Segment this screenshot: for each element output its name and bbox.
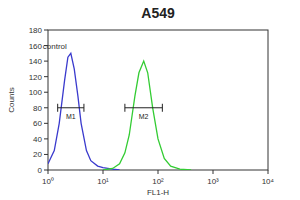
y-tick-label: 140 bbox=[29, 57, 43, 66]
gate-bar bbox=[125, 107, 162, 108]
y-tick-label: 120 bbox=[29, 73, 43, 82]
x-tick-label: 10² bbox=[152, 177, 164, 186]
x-tick-label: 10¹ bbox=[97, 177, 109, 186]
y-tick-label: 0 bbox=[38, 166, 43, 175]
x-tick bbox=[48, 170, 49, 174]
x-tick-label: 10⁰ bbox=[42, 177, 54, 186]
x-tick bbox=[158, 170, 159, 174]
gate-end bbox=[124, 104, 125, 112]
y-tick-label: 180 bbox=[29, 26, 43, 35]
series-line bbox=[48, 53, 120, 170]
gate-label: M2 bbox=[139, 113, 149, 120]
y-tick-label: 100 bbox=[29, 88, 43, 97]
x-tick bbox=[103, 170, 104, 174]
x-tick-label: 10⁴ bbox=[262, 177, 275, 186]
y-tick bbox=[44, 30, 48, 31]
gate-end bbox=[57, 104, 58, 112]
x-tick bbox=[213, 170, 214, 174]
y-tick bbox=[44, 154, 48, 155]
gate-bar bbox=[58, 107, 84, 108]
x-axis-label: FL1-H bbox=[147, 188, 169, 197]
y-tick-label: 160 bbox=[29, 42, 43, 51]
plot-frame bbox=[48, 30, 268, 170]
y-tick-label: 20 bbox=[33, 150, 42, 159]
chart: A549 0 20 40 60 80 100 120 140 160 180 10⁰ 10¹ 10² 10³… bbox=[0, 0, 300, 200]
y-tick-label: 80 bbox=[33, 104, 42, 113]
y-tick bbox=[44, 61, 48, 62]
y-tick-label: 40 bbox=[33, 135, 42, 144]
gate-end bbox=[83, 104, 84, 112]
y-tick bbox=[44, 76, 48, 77]
y-tick bbox=[44, 107, 48, 108]
gate-label: M1 bbox=[66, 113, 76, 120]
y-tick bbox=[44, 123, 48, 124]
y-tick-label: 60 bbox=[33, 119, 42, 128]
x-tick bbox=[268, 170, 269, 174]
y-tick bbox=[44, 92, 48, 93]
y-tick bbox=[44, 170, 48, 171]
title: A549 bbox=[141, 5, 175, 21]
gate-end bbox=[162, 104, 163, 112]
x-tick-label: 10³ bbox=[207, 177, 219, 186]
y-axis-label: Counts bbox=[7, 87, 16, 112]
y-tick bbox=[44, 138, 48, 139]
plot-data bbox=[48, 53, 191, 170]
series-label: control bbox=[43, 42, 67, 51]
series-line bbox=[103, 61, 191, 170]
